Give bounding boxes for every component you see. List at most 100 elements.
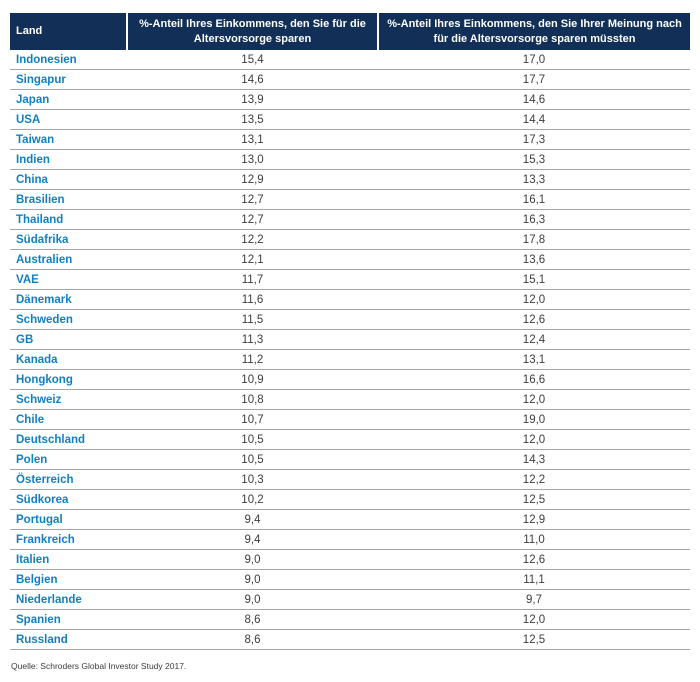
country-cell: Spanien: [10, 609, 127, 630]
desired-share-cell: 14,3: [378, 449, 690, 470]
table-row: Russland 8,6 12,5: [10, 629, 690, 650]
desired-share-cell: 12,0: [378, 609, 690, 630]
table-row: Indonesien 15,4 17,0: [10, 50, 690, 70]
actual-share-cell: 10,3: [127, 469, 378, 490]
actual-share-cell: 9,4: [127, 529, 378, 550]
table-row: Portugal 9,4 12,9: [10, 509, 690, 530]
actual-share-cell: 12,1: [127, 249, 378, 270]
desired-share-cell: 19,0: [378, 409, 690, 430]
table-row: Belgien 9,0 11,1: [10, 569, 690, 590]
actual-share-cell: 13,5: [127, 109, 378, 130]
desired-share-cell: 12,5: [378, 629, 690, 650]
desired-share-cell: 14,4: [378, 109, 690, 130]
country-cell: Schweiz: [10, 389, 127, 410]
country-cell: Australien: [10, 249, 127, 270]
actual-share-cell: 12,7: [127, 209, 378, 230]
actual-share-cell: 9,4: [127, 509, 378, 530]
actual-share-cell: 12,7: [127, 189, 378, 210]
country-cell: Japan: [10, 89, 127, 110]
table-row: Chile 10,7 19,0: [10, 409, 690, 430]
country-cell: Singapur: [10, 69, 127, 90]
table-row: USA 13,5 14,4: [10, 109, 690, 130]
country-cell: China: [10, 169, 127, 190]
desired-share-cell: 13,1: [378, 349, 690, 370]
column-header-desired-share: %-Anteil Ihres Einkommens, den Sie Ihrer…: [377, 13, 690, 50]
desired-share-cell: 12,0: [378, 429, 690, 450]
desired-share-cell: 11,0: [378, 529, 690, 550]
country-cell: Südkorea: [10, 489, 127, 510]
table-row: Italien 9,0 12,6: [10, 549, 690, 570]
desired-share-cell: 17,8: [378, 229, 690, 250]
table-row: Österreich 10,3 12,2: [10, 469, 690, 490]
actual-share-cell: 12,9: [127, 169, 378, 190]
table-row: Schweiz 10,8 12,0: [10, 389, 690, 410]
table-row: Südkorea 10,2 12,5: [10, 489, 690, 510]
desired-share-cell: 12,6: [378, 549, 690, 570]
desired-share-cell: 12,9: [378, 509, 690, 530]
table-row: Indien 13,0 15,3: [10, 149, 690, 170]
table-row: Brasilien 12,7 16,1: [10, 189, 690, 210]
actual-share-cell: 11,2: [127, 349, 378, 370]
table-row: Hongkong 10,9 16,6: [10, 369, 690, 390]
country-cell: Indonesien: [10, 50, 127, 70]
country-cell: Kanada: [10, 349, 127, 370]
desired-share-cell: 15,3: [378, 149, 690, 170]
actual-share-cell: 11,3: [127, 329, 378, 350]
column-header-land: Land: [10, 13, 127, 50]
country-cell: Brasilien: [10, 189, 127, 210]
source-note: Quelle: Schroders Global Investor Study …: [11, 661, 187, 671]
desired-share-cell: 15,1: [378, 269, 690, 290]
desired-share-cell: 16,1: [378, 189, 690, 210]
actual-share-cell: 10,7: [127, 409, 378, 430]
country-cell: Südafrika: [10, 229, 127, 250]
country-cell: Indien: [10, 149, 127, 170]
country-cell: Österreich: [10, 469, 127, 490]
actual-share-cell: 9,0: [127, 589, 378, 610]
country-cell: Dänemark: [10, 289, 127, 310]
actual-share-cell: 11,7: [127, 269, 378, 290]
actual-share-cell: 9,0: [127, 549, 378, 570]
table-row: Niederlande 9,0 9,7: [10, 589, 690, 610]
country-cell: VAE: [10, 269, 127, 290]
actual-share-cell: 12,2: [127, 229, 378, 250]
country-cell: Deutschland: [10, 429, 127, 450]
country-cell: Russland: [10, 629, 127, 650]
table-row: Südafrika 12,2 17,8: [10, 229, 690, 250]
table-row: Schweden 11,5 12,6: [10, 309, 690, 330]
table-row: Japan 13,9 14,6: [10, 89, 690, 110]
savings-table: Land %-Anteil Ihres Einkommens, den Sie …: [10, 13, 690, 650]
country-cell: Thailand: [10, 209, 127, 230]
actual-share-cell: 10,9: [127, 369, 378, 390]
country-cell: Schweden: [10, 309, 127, 330]
table-row: Singapur 14,6 17,7: [10, 69, 690, 90]
country-cell: Italien: [10, 549, 127, 570]
actual-share-cell: 10,5: [127, 449, 378, 470]
actual-share-cell: 13,0: [127, 149, 378, 170]
table-row: Australien 12,1 13,6: [10, 249, 690, 270]
country-cell: USA: [10, 109, 127, 130]
country-cell: Polen: [10, 449, 127, 470]
desired-share-cell: 14,6: [378, 89, 690, 110]
actual-share-cell: 8,6: [127, 609, 378, 630]
table-row: Dänemark 11,6 12,0: [10, 289, 690, 310]
desired-share-cell: 17,0: [378, 50, 690, 70]
table-row: Spanien 8,6 12,0: [10, 609, 690, 630]
desired-share-cell: 13,6: [378, 249, 690, 270]
desired-share-cell: 17,3: [378, 129, 690, 150]
actual-share-cell: 9,0: [127, 569, 378, 590]
actual-share-cell: 11,5: [127, 309, 378, 330]
actual-share-cell: 14,6: [127, 69, 378, 90]
desired-share-cell: 17,7: [378, 69, 690, 90]
header-row: Land %-Anteil Ihres Einkommens, den Sie …: [10, 13, 690, 50]
desired-share-cell: 13,3: [378, 169, 690, 190]
table-row: Polen 10,5 14,3: [10, 449, 690, 470]
desired-share-cell: 16,3: [378, 209, 690, 230]
actual-share-cell: 10,8: [127, 389, 378, 410]
country-cell: Hongkong: [10, 369, 127, 390]
actual-share-cell: 15,4: [127, 50, 378, 70]
table-row: Kanada 11,2 13,1: [10, 349, 690, 370]
desired-share-cell: 9,7: [378, 589, 690, 610]
actual-share-cell: 11,6: [127, 289, 378, 310]
table-row: Taiwan 13,1 17,3: [10, 129, 690, 150]
